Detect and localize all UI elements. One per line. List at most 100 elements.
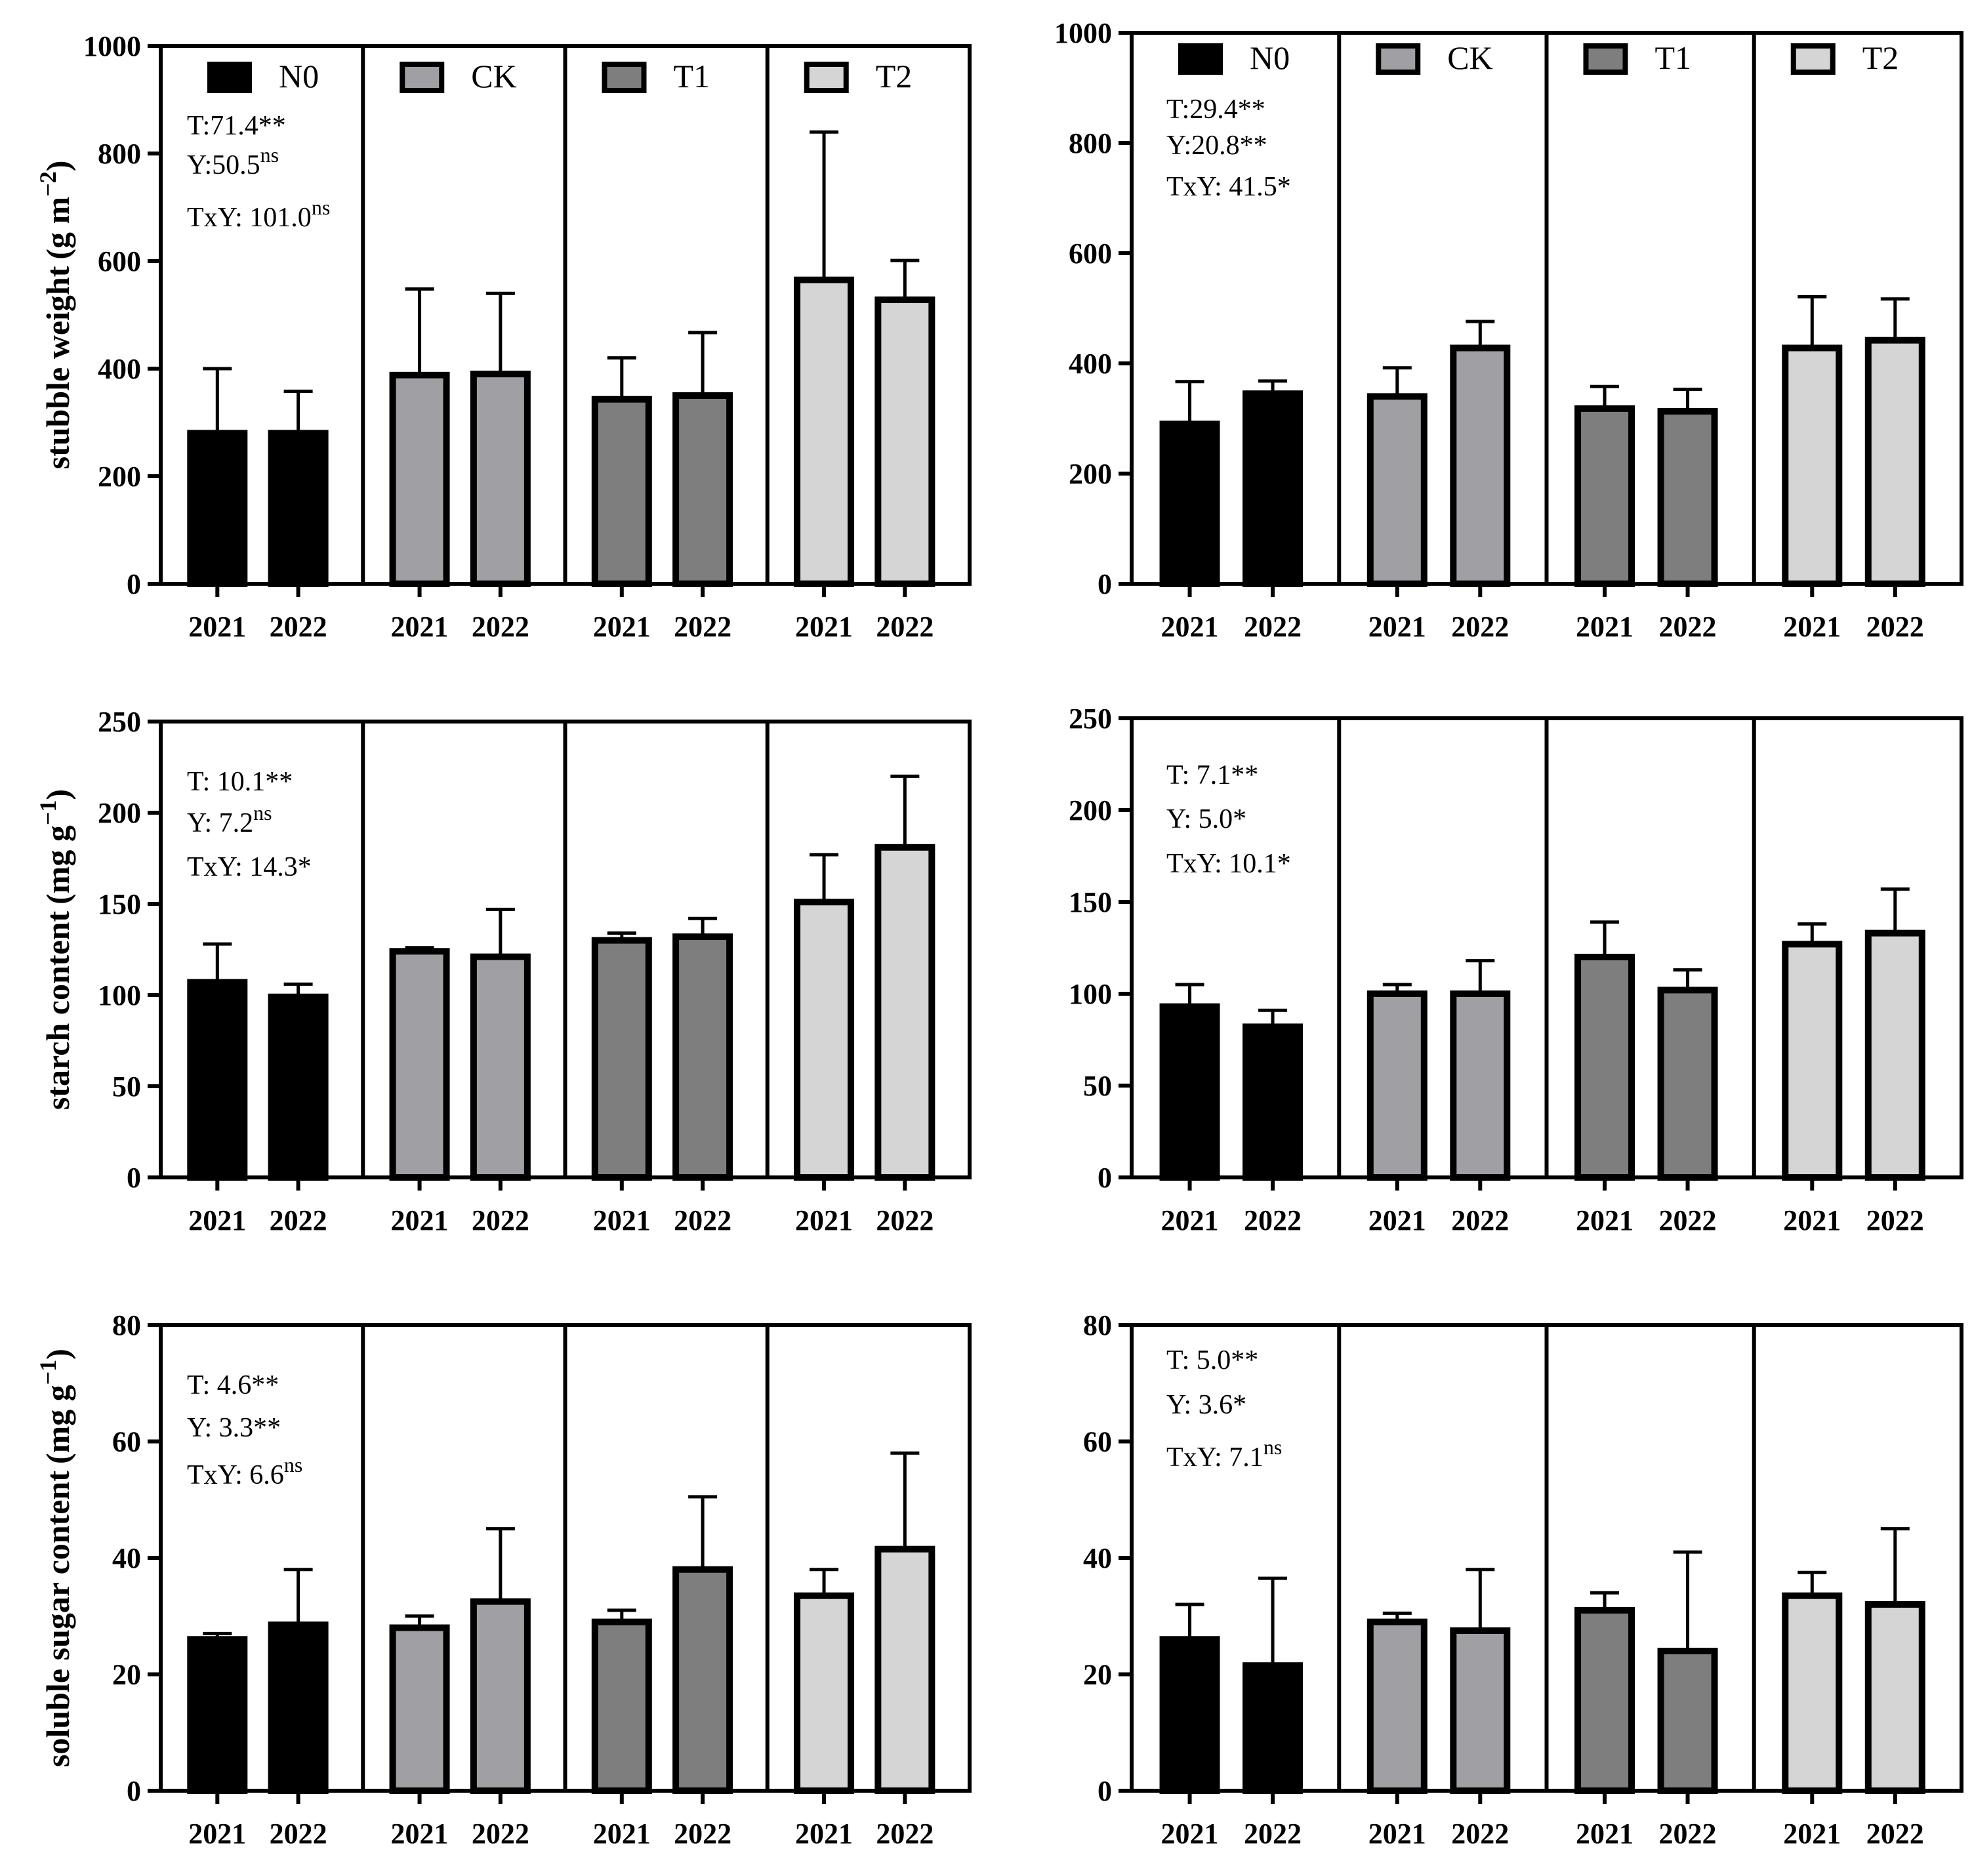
x-tick-label: 2022 xyxy=(674,611,731,643)
y-axis-label-superscript: −1 xyxy=(35,800,61,826)
chart-panel-3: 0 50 100 150 200 250 2021 2022 2021 2022 2021 2022 2… xyxy=(35,706,972,1236)
y-axis-label-close: ) xyxy=(39,789,76,800)
x-tick-label: 2022 xyxy=(1659,611,1717,643)
y-tick-label: 400 xyxy=(1069,348,1112,380)
y-axis-label-text: soluble sugar content xyxy=(39,1471,76,1767)
bar-ck-2022 xyxy=(470,371,531,587)
y-tick-label: 100 xyxy=(98,979,141,1011)
y-axis-label-unit: (mg g xyxy=(39,825,76,905)
x-tick-label: 2021 xyxy=(593,1818,651,1850)
bar-n0-2022 xyxy=(1243,1662,1304,1794)
bar-ck-2021 xyxy=(1366,393,1428,588)
legend-swatch-t2 xyxy=(804,62,849,93)
bar-t2-2022 xyxy=(1864,929,1925,1181)
y-tick-label: 1000 xyxy=(1054,17,1112,49)
y-tick-label: 150 xyxy=(98,888,141,920)
y-tick-label: 0 xyxy=(1098,1775,1112,1807)
x-tick-label: 2022 xyxy=(472,1204,529,1236)
legend-swatch-n0 xyxy=(207,62,252,93)
x-tick-label: 2022 xyxy=(472,1818,529,1850)
x-tick-label: 2021 xyxy=(1576,1204,1633,1236)
legend-swatch-ck xyxy=(400,62,445,93)
y-tick-label: 150 xyxy=(1069,886,1112,918)
bar-ck-2022 xyxy=(470,953,531,1181)
y-tick-label: 80 xyxy=(1083,1309,1112,1341)
y-axis-label-unit: (g m xyxy=(39,197,76,260)
x-tick-label: 2021 xyxy=(795,1204,853,1236)
y-tick-label: 20 xyxy=(1083,1659,1112,1691)
x-tick-label: 2021 xyxy=(1783,1818,1841,1850)
y-tick-label: 600 xyxy=(1069,237,1112,270)
y-tick-label: 200 xyxy=(1069,794,1112,826)
legend-swatch-t1 xyxy=(1583,43,1628,75)
bar-t2-2021 xyxy=(794,276,855,587)
stat-annotation-main: T: 10.1** xyxy=(187,767,293,797)
y-axis-label: starch content (mg g−1) xyxy=(35,789,76,1110)
bar-ck-2022 xyxy=(470,1598,531,1794)
y-tick-label: 0 xyxy=(1098,1162,1112,1194)
x-tick-label: 2021 xyxy=(1161,1204,1219,1236)
bar-t1-2022 xyxy=(672,392,733,587)
x-tick-label: 2021 xyxy=(1576,1818,1633,1850)
stat-annotation-main: T: 7.1** xyxy=(1166,760,1258,790)
bar-n0-2021 xyxy=(1159,1003,1220,1181)
legend-label-n0: N0 xyxy=(279,58,319,94)
x-tick-label: 2021 xyxy=(1368,1204,1426,1236)
stat-annotation: T: 7.1** xyxy=(1166,760,1258,790)
bar-t2-2021 xyxy=(794,899,855,1181)
y-tick-label: 80 xyxy=(112,1309,141,1341)
bar-ck-2021 xyxy=(1366,1618,1428,1794)
stat-annotation: Y: 3.6* xyxy=(1166,1390,1246,1420)
bar-t1-2021 xyxy=(591,1618,652,1794)
y-tick-label: 250 xyxy=(98,706,141,738)
bar-t2-2021 xyxy=(1782,344,1843,587)
stat-annotation-main: T:29.4** xyxy=(1166,94,1265,125)
y-tick-label: 800 xyxy=(1069,127,1112,159)
stat-annotation-superscript: ns xyxy=(260,143,279,167)
y-tick-label: 400 xyxy=(98,353,141,385)
stat-annotation-superscript: ns xyxy=(312,195,330,219)
stat-annotation-main: T: 5.0** xyxy=(1166,1345,1258,1376)
x-tick-label: 2021 xyxy=(391,1204,449,1236)
y-axis-label-close: ) xyxy=(39,1349,76,1360)
x-tick-label: 2022 xyxy=(876,1818,934,1850)
stat-annotation-main: TxY: 10.1* xyxy=(1166,849,1291,879)
stat-annotation-main: Y: 7.2 xyxy=(187,808,253,838)
y-tick-label: 40 xyxy=(112,1542,141,1574)
bar-t2-2022 xyxy=(874,1545,935,1794)
bar-t1-2021 xyxy=(591,937,652,1181)
y-tick-label: 0 xyxy=(127,1162,141,1194)
bar-t2-2022 xyxy=(874,844,935,1181)
bar-n0-2022 xyxy=(268,1621,329,1794)
chart-panel-1: 0 200 400 600 800 1000 2021 2022 2021 2022 2021 202… xyxy=(35,30,972,643)
legend-swatch-ck xyxy=(1376,43,1421,75)
y-tick-label: 200 xyxy=(98,460,141,493)
stat-annotation: TxY: 41.5* xyxy=(1166,172,1291,202)
stat-annotation-main: T:71.4** xyxy=(187,111,286,141)
bar-t1-2021 xyxy=(1574,1606,1635,1794)
bar-t1-2022 xyxy=(1657,987,1718,1181)
bar-t1-2022 xyxy=(672,1566,733,1794)
x-tick-label: 2021 xyxy=(391,611,449,643)
x-tick-label: 2022 xyxy=(876,1204,934,1236)
x-tick-label: 2022 xyxy=(1451,1204,1509,1236)
stat-annotation: T:29.4** xyxy=(1166,94,1265,125)
legend-label-t1: T1 xyxy=(674,58,710,94)
bar-ck-2021 xyxy=(389,948,450,1181)
y-tick-label: 800 xyxy=(98,138,141,170)
x-tick-label: 2022 xyxy=(674,1204,731,1236)
y-tick-label: 40 xyxy=(1083,1542,1112,1574)
chart-panel-6: 0 20 40 60 80 2021 2022 2021 2022 2021 2022 2021 202… xyxy=(1083,1309,1963,1850)
bar-t1-2021 xyxy=(1574,954,1635,1181)
chart-panel-2: 0 200 400 600 800 1000 2021 2022 2021 2022 2021 202… xyxy=(1054,17,1963,643)
legend-label-ck: CK xyxy=(1447,39,1492,76)
stat-annotation: T:71.4** xyxy=(187,111,286,141)
bar-t1-2022 xyxy=(1657,408,1718,588)
bar-n0-2022 xyxy=(268,430,329,588)
stat-annotation-superscript: ns xyxy=(1263,1435,1282,1459)
stat-annotation-superscript: ns xyxy=(284,1453,302,1477)
x-tick-label: 2022 xyxy=(1866,611,1924,643)
x-tick-label: 2021 xyxy=(391,1818,449,1850)
x-tick-label: 2022 xyxy=(270,1818,327,1850)
legend-label-n0: N0 xyxy=(1250,39,1290,76)
